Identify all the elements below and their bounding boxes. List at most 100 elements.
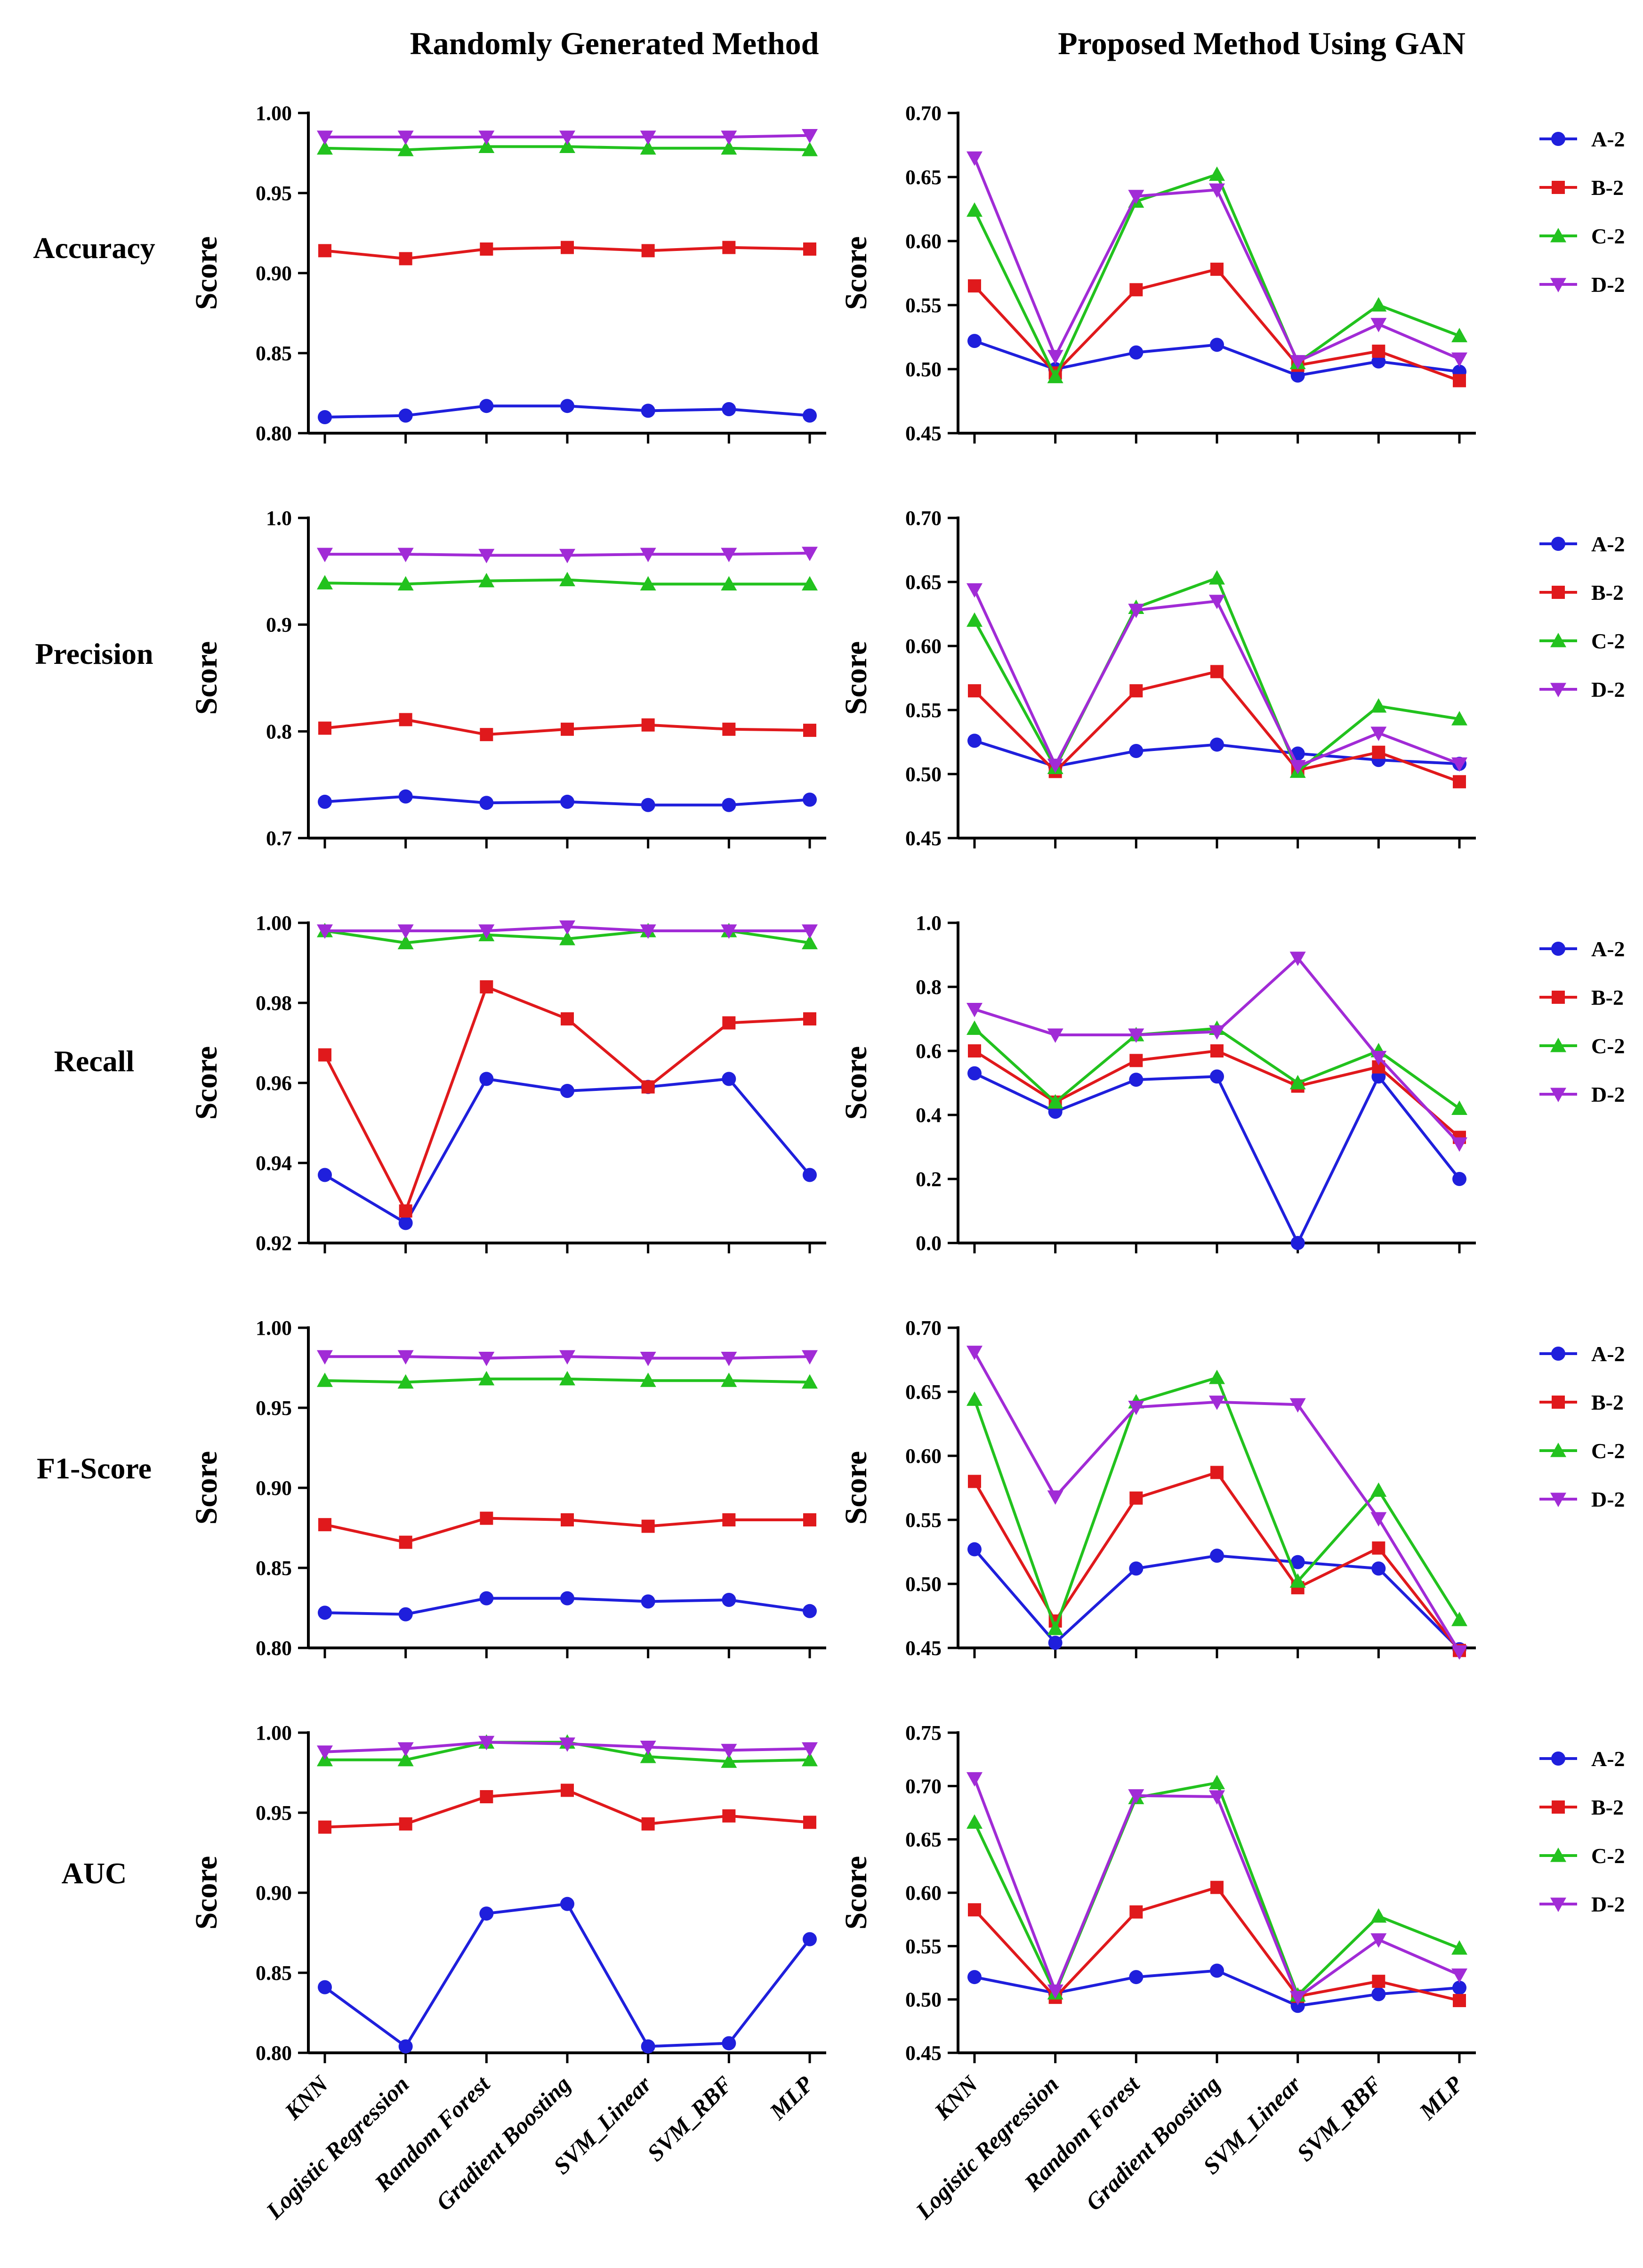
data-point-d-2 — [1047, 350, 1063, 364]
data-point-a-2 — [479, 1072, 494, 1086]
legend-marker-c-2 — [1550, 1848, 1566, 1862]
data-point-a-2 — [1371, 1987, 1386, 2002]
data-point-d-2 — [317, 1745, 333, 1760]
data-point-d-2 — [478, 1352, 495, 1366]
data-point-c-2 — [317, 575, 333, 589]
data-point-b-2 — [968, 1903, 981, 1917]
data-point-d-2 — [397, 548, 414, 563]
data-point-b-2 — [1210, 1044, 1224, 1057]
data-point-b-2 — [561, 241, 574, 254]
data-point-a-2 — [1210, 1963, 1224, 1978]
data-point-d-2 — [1370, 726, 1387, 741]
chart-auc-gan: 0.45 0.50 0.55 0.60 0.65 0.70 0.75 Score KNNLogi… — [839, 1721, 1625, 2224]
data-point-d-2 — [317, 548, 333, 563]
y-tick-label: 1.00 — [256, 1721, 292, 1744]
x-category-label-mlp: MLP — [1414, 2071, 1468, 2125]
data-point-d-2 — [640, 130, 656, 145]
data-point-a-2 — [641, 798, 655, 812]
data-point-c-2 — [802, 576, 818, 591]
y-tick-label: 1.00 — [256, 102, 292, 125]
data-point-d-2 — [1209, 595, 1225, 609]
legend-marker-b-2 — [1552, 1800, 1565, 1814]
data-point-d-2 — [397, 924, 414, 939]
y-tick-label: 0.50 — [905, 1573, 942, 1596]
data-point-a-2 — [560, 1084, 574, 1098]
data-point-a-2 — [479, 1906, 494, 1921]
data-point-b-2 — [399, 1204, 412, 1218]
data-point-c-2 — [721, 576, 737, 591]
data-point-a-2 — [967, 334, 982, 348]
series-line-a-2 — [324, 1077, 811, 1225]
chart-precision-gan: 0.45 0.50 0.55 0.60 0.65 0.70 Score A-2 B-2 C-2 D-… — [839, 507, 1625, 850]
series-line-a-2 — [324, 1902, 811, 2048]
data-point-d-2 — [478, 130, 495, 145]
y-tick-label: 0.0 — [916, 1232, 942, 1255]
data-point-d-2 — [1047, 1490, 1063, 1505]
data-point-a-2 — [1371, 354, 1386, 369]
y-tick-label: 0.8 — [266, 720, 292, 743]
data-point-a-2 — [398, 2039, 413, 2054]
legend-marker-d-2 — [1550, 1493, 1566, 1507]
data-point-a-2 — [398, 1607, 413, 1622]
data-point-d-2 — [1047, 759, 1063, 773]
data-point-c-2 — [397, 576, 414, 591]
data-point-b-2 — [803, 1816, 816, 1829]
data-point-a-2 — [722, 2036, 736, 2050]
y-tick-label: 0.70 — [905, 1316, 942, 1340]
y-tick-label: 0.60 — [905, 1445, 942, 1468]
data-point-b-2 — [1129, 1491, 1143, 1505]
data-point-c-2 — [397, 1751, 414, 1767]
y-tick-label: 0.55 — [905, 294, 942, 317]
y-tick-label: 0.90 — [256, 262, 292, 285]
data-point-b-2 — [1372, 745, 1385, 759]
y-axis-label: Score — [839, 1451, 873, 1525]
data-point-c-2 — [1047, 1094, 1063, 1109]
data-point-d-2 — [640, 1352, 656, 1366]
data-point-d-2 — [559, 1737, 575, 1752]
data-point-d-2 — [1370, 318, 1387, 332]
y-axis-label: Score — [839, 641, 873, 715]
data-point-c-2 — [559, 931, 575, 945]
legend-marker-a-2 — [1551, 942, 1565, 956]
data-point-a-2 — [722, 1593, 736, 1607]
data-point-d-2 — [478, 1735, 495, 1751]
data-point-b-2 — [480, 1511, 493, 1525]
data-point-a-2 — [1452, 1172, 1466, 1186]
legend-label-b-2: B-2 — [1591, 1795, 1624, 1819]
legend: A-2 B-2 C-2 D-2 — [1539, 127, 1625, 297]
data-point-a-2 — [722, 1072, 736, 1086]
data-point-c-2 — [1370, 698, 1387, 713]
data-point-d-2 — [966, 151, 983, 166]
data-point-d-2 — [721, 924, 737, 939]
data-point-b-2 — [1453, 775, 1466, 789]
data-point-a-2 — [967, 1542, 982, 1557]
legend-label-d-2: D-2 — [1591, 1892, 1625, 1916]
data-point-d-2 — [478, 549, 495, 564]
y-tick-label: 0.85 — [256, 1557, 292, 1580]
data-point-d-2 — [1128, 604, 1144, 618]
data-point-c-2 — [1451, 1612, 1467, 1626]
data-point-d-2 — [1128, 1401, 1144, 1415]
y-tick-label: 0.60 — [905, 230, 942, 253]
data-point-c-2 — [478, 573, 495, 588]
data-point-d-2 — [721, 130, 737, 145]
data-point-a-2 — [479, 399, 494, 413]
legend-label-c-2: C-2 — [1591, 1844, 1625, 1868]
data-point-d-2 — [397, 130, 414, 145]
y-tick-label: 0.55 — [905, 699, 942, 722]
column-title-right: Proposed Method Using GAN — [1058, 25, 1466, 61]
data-point-c-2 — [1047, 1621, 1063, 1635]
y-tick-label: 0.50 — [905, 1988, 942, 2011]
legend-marker-d-2 — [1550, 683, 1566, 697]
data-point-b-2 — [561, 1012, 574, 1025]
y-tick-label: 0.60 — [905, 1881, 942, 1905]
data-point-a-2 — [1129, 1073, 1144, 1087]
x-category-label-svm-rbf: SVM_RBF — [642, 2071, 737, 2166]
data-point-b-2 — [1453, 1994, 1466, 2007]
data-point-b-2 — [399, 1817, 412, 1831]
column-title-left: Randomly Generated Method — [410, 25, 819, 61]
data-point-b-2 — [480, 980, 493, 993]
data-point-d-2 — [1451, 757, 1467, 772]
